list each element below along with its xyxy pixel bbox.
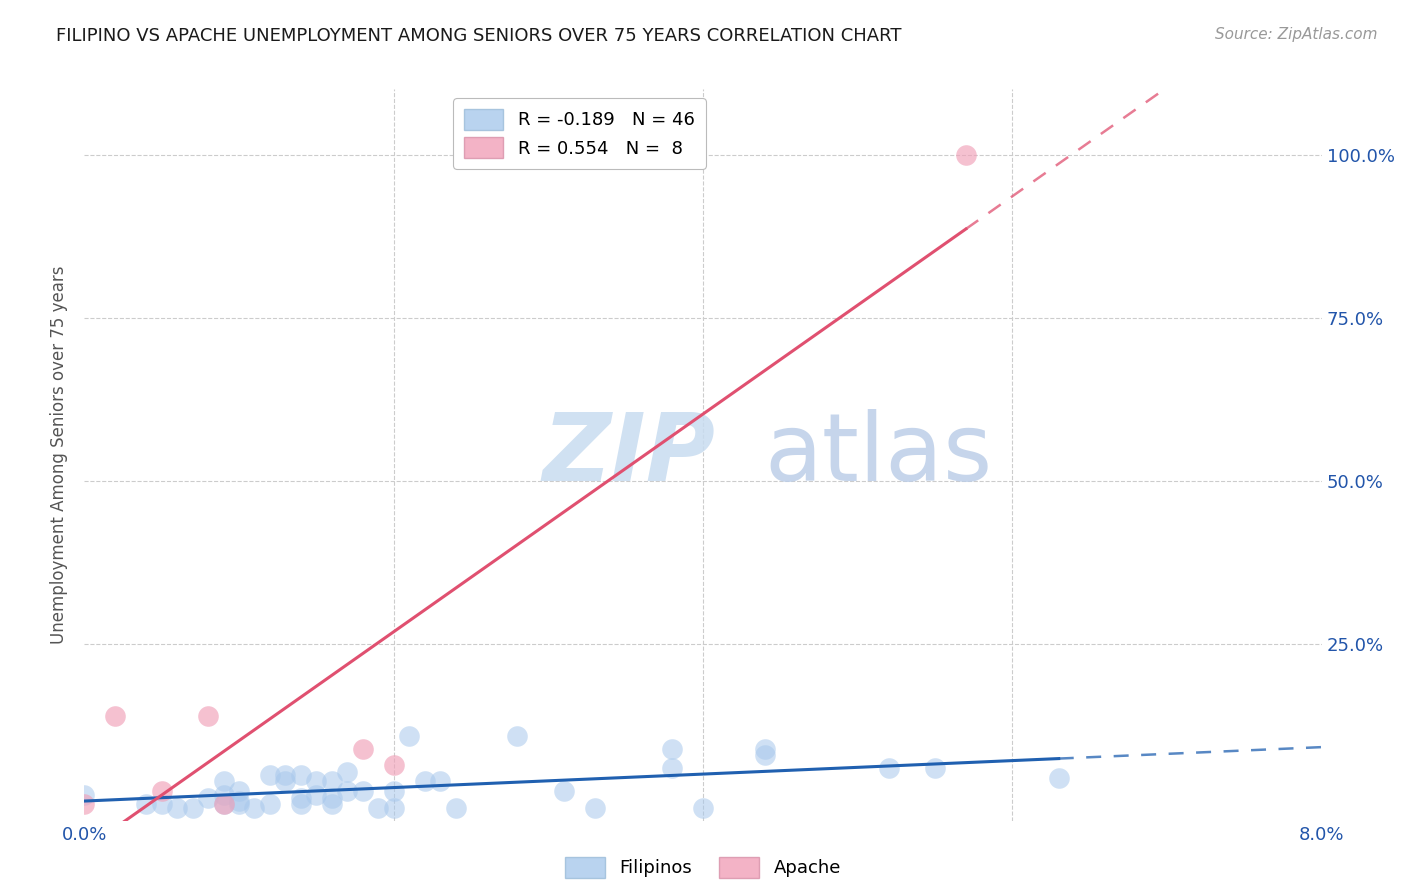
Point	[877, 761, 900, 775]
Point	[661, 761, 683, 775]
Text: FILIPINO VS APACHE UNEMPLOYMENT AMONG SENIORS OVER 75 YEARS CORRELATION CHART: FILIPINO VS APACHE UNEMPLOYMENT AMONG SE…	[56, 27, 901, 45]
Point	[228, 794, 250, 808]
Point	[661, 741, 683, 756]
Point	[429, 774, 451, 789]
Point	[150, 784, 173, 798]
Point	[367, 800, 389, 814]
Point	[352, 784, 374, 798]
Point	[228, 797, 250, 812]
Point	[321, 790, 343, 805]
Point	[259, 797, 281, 812]
Point	[583, 800, 606, 814]
Point	[692, 800, 714, 814]
Point	[274, 768, 297, 782]
Text: Source: ZipAtlas.com: Source: ZipAtlas.com	[1215, 27, 1378, 42]
Point	[212, 797, 235, 812]
Point	[104, 709, 127, 723]
Point	[1047, 771, 1070, 785]
Point	[243, 800, 266, 814]
Point	[305, 774, 328, 789]
Point	[382, 758, 405, 772]
Point	[305, 788, 328, 802]
Point	[506, 729, 529, 743]
Point	[212, 797, 235, 812]
Point	[166, 800, 188, 814]
Point	[197, 790, 219, 805]
Point	[212, 788, 235, 802]
Point	[274, 774, 297, 789]
Point	[135, 797, 157, 812]
Point	[290, 768, 312, 782]
Point	[336, 784, 359, 798]
Point	[352, 741, 374, 756]
Point	[290, 797, 312, 812]
Point	[382, 784, 405, 798]
Point	[553, 784, 575, 798]
Point	[150, 797, 173, 812]
Text: ZIP: ZIP	[543, 409, 716, 501]
Point	[754, 748, 776, 763]
Point	[924, 761, 946, 775]
Point	[754, 741, 776, 756]
Point	[321, 774, 343, 789]
Point	[73, 797, 96, 812]
Point	[336, 764, 359, 779]
Text: atlas: atlas	[765, 409, 993, 501]
Point	[259, 768, 281, 782]
Point	[955, 147, 977, 161]
Point	[321, 797, 343, 812]
Point	[444, 800, 467, 814]
Point	[181, 800, 204, 814]
Point	[290, 790, 312, 805]
Point	[382, 800, 405, 814]
Point	[197, 709, 219, 723]
Point	[228, 784, 250, 798]
Legend: Filipinos, Apache: Filipinos, Apache	[558, 849, 848, 885]
Y-axis label: Unemployment Among Seniors over 75 years: Unemployment Among Seniors over 75 years	[51, 266, 69, 644]
Point	[212, 774, 235, 789]
Point	[413, 774, 436, 789]
Point	[398, 729, 420, 743]
Point	[73, 788, 96, 802]
